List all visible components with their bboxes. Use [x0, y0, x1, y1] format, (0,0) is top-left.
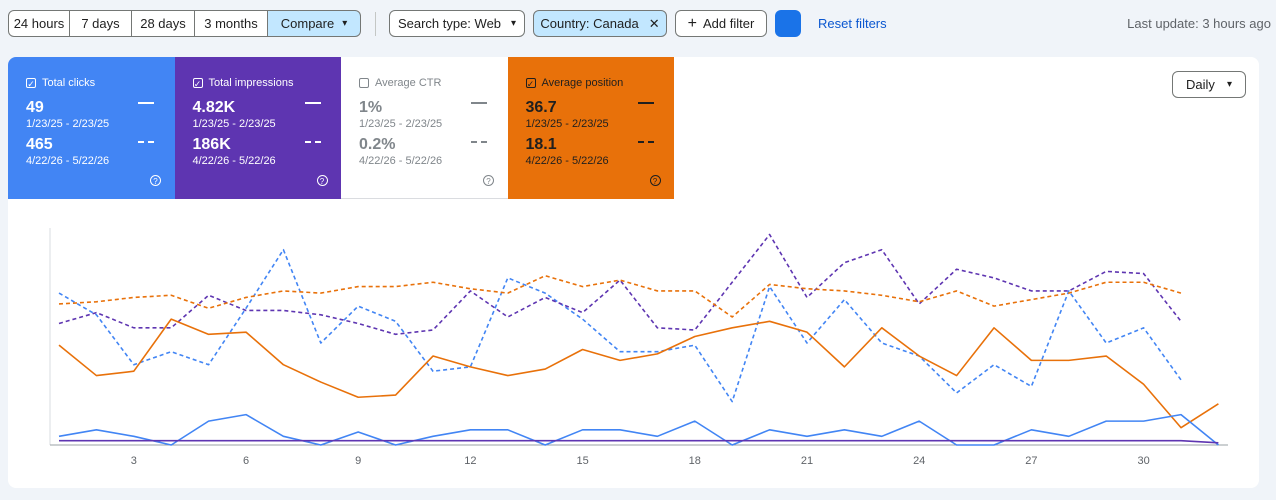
main-card: ✓ Total clicks 49 1/23/25 - 2/23/25 465 4/22/…: [8, 57, 1259, 488]
range-button[interactable]: 24 hours: [8, 10, 70, 37]
checkbox[interactable]: ✓: [192, 78, 203, 89]
separator: [375, 12, 376, 36]
add-filter[interactable]: + Add filter: [675, 10, 767, 37]
metric-title-text: Total clicks: [42, 77, 96, 89]
help-icon: ?: [483, 175, 494, 186]
metric-compare-range: 4/22/26 - 5/22/26: [359, 155, 443, 167]
x-tick-label: 30: [1137, 455, 1149, 467]
solid-line-icon: [637, 102, 654, 104]
filter-icon-button[interactable]: [775, 10, 801, 37]
metric-card[interactable]: Average CTR 1% 1/23/25 - 2/23/25 0.2% 4/22/2…: [341, 57, 508, 199]
x-tick-label: 12: [464, 455, 476, 467]
x-tick-label: 24: [913, 455, 925, 467]
series-line: [59, 439, 1219, 444]
x-tick-label: 6: [243, 455, 249, 467]
series-line: [58, 274, 1182, 318]
help-icon: ?: [316, 175, 328, 186]
metric-compare-range: 4/22/26 - 5/22/26: [525, 155, 609, 167]
metric-title-text: Total impressions: [208, 77, 294, 89]
x-tick-label: 3: [131, 455, 137, 467]
metric-card[interactable]: ✓ Average position 36.7 1/23/25 - 2/23/25 18…: [507, 57, 674, 199]
country-filter[interactable]: Country: Canada ✕: [533, 10, 667, 37]
metric-compare-range: 4/22/26 - 5/22/26: [192, 155, 276, 167]
caret: ▾: [1226, 79, 1232, 90]
checkbox[interactable]: ✓: [26, 78, 36, 89]
x-tick-label: 15: [576, 455, 588, 467]
dashed-line-icon: [138, 141, 154, 143]
series-line: [58, 413, 1219, 446]
metric-value: 1%: [359, 99, 383, 116]
metric-value: 49: [26, 99, 44, 116]
metric-title: Average CTR: [359, 77, 490, 89]
remove-icon[interactable]: ✕: [648, 15, 660, 31]
solid-line-icon: [471, 102, 487, 104]
metric-range: 1/23/25 - 2/23/25: [525, 118, 609, 130]
x-tick-label: 9: [355, 455, 361, 467]
caret: ▾: [342, 18, 348, 29]
series-line: [58, 318, 1219, 429]
dashed-line-icon: [637, 141, 654, 143]
metric-value: 36.7: [525, 99, 557, 116]
metric-value: 4.82K: [192, 99, 236, 116]
metric-range: 1/23/25 - 2/23/25: [192, 118, 276, 130]
reset-filters[interactable]: Reset filters: [818, 16, 887, 31]
metric-card[interactable]: ✓ Total impressions 4.82K 1/23/25 - 2/23/25…: [174, 57, 341, 199]
checkbox[interactable]: [359, 78, 369, 88]
caret: ▾: [511, 18, 517, 29]
search-type-filter[interactable]: Search type: Web ▾: [389, 10, 525, 37]
range-button[interactable]: 3 months: [195, 10, 268, 37]
last-update: Last update: 3 hours ago: [1127, 16, 1271, 31]
range-button[interactable]: 7 days: [70, 10, 132, 37]
checkbox[interactable]: ✓: [525, 78, 536, 89]
metric-title: ✓ Total clicks: [26, 77, 157, 89]
chart: 3 6 9 12 15 18 21 24 27 30: [49, 228, 1228, 467]
granularity-dropdown[interactable]: Daily ▾: [1172, 71, 1246, 98]
solid-line-icon: [138, 102, 154, 104]
metric-compare-value: 18.1: [525, 136, 557, 153]
series-line: [58, 233, 1182, 336]
metric-card[interactable]: ✓ Total clicks 49 1/23/25 - 2/23/25 465 4/22/…: [8, 57, 175, 199]
metric-title-text: Average position: [541, 77, 624, 89]
metric-compare-range: 4/22/26 - 5/22/26: [26, 155, 110, 167]
plus-icon: +: [687, 14, 698, 32]
metric-range: 1/23/25 - 2/23/25: [359, 118, 443, 130]
metric-title: ✓ Total impressions: [192, 77, 324, 89]
dashed-line-icon: [471, 141, 487, 143]
help-icon: ?: [649, 175, 661, 186]
metric-title-text: Average CTR: [375, 77, 442, 89]
range-button[interactable]: Compare ▾: [268, 10, 361, 37]
solid-line-icon: [304, 102, 321, 104]
series-line: [58, 248, 1182, 403]
dashed-line-icon: [304, 141, 321, 143]
metric-title: ✓ Average position: [525, 77, 657, 89]
range-button[interactable]: 28 days: [132, 10, 195, 37]
metric-range: 1/23/25 - 2/23/25: [26, 118, 110, 130]
metric-compare-value: 186K: [192, 136, 231, 153]
metric-compare-value: 0.2%: [359, 136, 396, 153]
x-tick-label: 18: [689, 455, 701, 467]
x-tick-label: 21: [801, 455, 813, 467]
metric-compare-value: 465: [26, 136, 53, 153]
help-icon: ?: [150, 175, 161, 186]
x-tick-label: 27: [1025, 455, 1037, 467]
